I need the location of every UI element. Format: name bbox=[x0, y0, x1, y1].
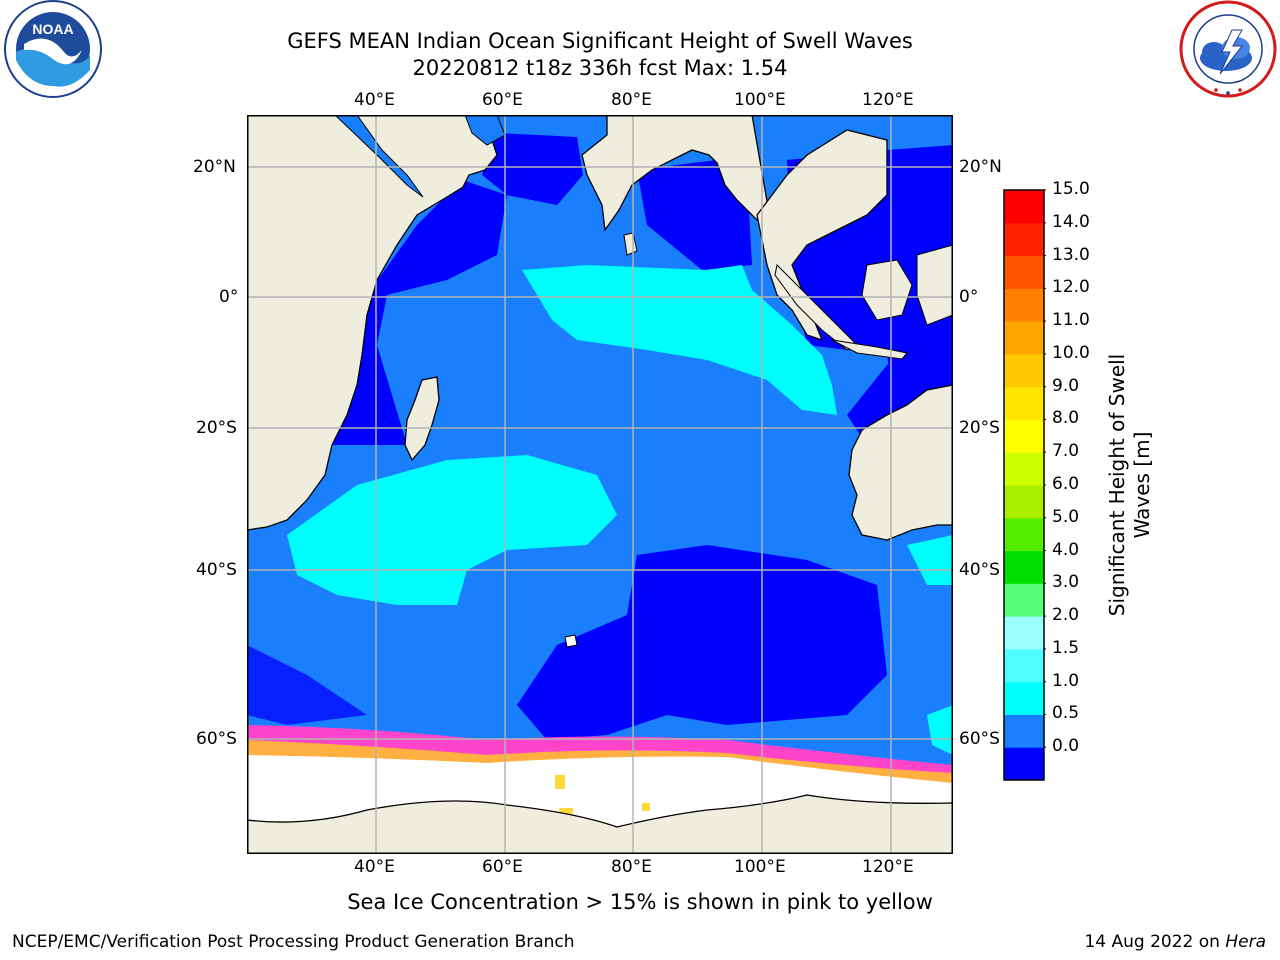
colorbar-tick-label: 5.0 bbox=[1052, 506, 1080, 527]
colorbar-tick-label: 13.0 bbox=[1052, 244, 1090, 265]
lon-tick-bottom: 120°E bbox=[862, 857, 914, 877]
colorbar-tick-label: 1.5 bbox=[1052, 637, 1080, 658]
swell-band-0-0.5-bay-of-bengal bbox=[637, 160, 752, 270]
colorbar-segment bbox=[1004, 419, 1044, 453]
indian-ocean-swell-map bbox=[247, 115, 953, 854]
land-sumatra bbox=[774, 263, 858, 351]
colorbar-tick-label: 10.0 bbox=[1052, 342, 1090, 363]
lat-tick-right: 20°S bbox=[959, 418, 1000, 438]
colorbar-segment bbox=[1004, 255, 1044, 289]
lon-tick-top: 80°E bbox=[611, 90, 652, 110]
swell-band-0-0.5-south-west bbox=[247, 645, 367, 725]
colorbar-tick-label: 4.0 bbox=[1052, 539, 1080, 560]
colorbar-tick-label: 0.0 bbox=[1052, 736, 1080, 757]
colorbar-segment bbox=[1004, 452, 1044, 486]
noaa-logo-icon: NOAA bbox=[2, 0, 105, 100]
colorbar-label: Significant Height of Swell Waves [m] bbox=[1105, 354, 1155, 616]
colorbar-tick-label: 6.0 bbox=[1052, 474, 1080, 494]
lon-tick-top: 100°E bbox=[734, 90, 786, 110]
colorbar-segment bbox=[1004, 386, 1044, 420]
land-borneo bbox=[861, 259, 913, 321]
sea-ice-fleck bbox=[642, 803, 650, 811]
colorbar-segment bbox=[1004, 616, 1044, 650]
land-antarctica bbox=[247, 794, 953, 854]
swell-band-0-0.5-southern-central bbox=[517, 545, 887, 740]
footer-date: 14 Aug 2022 on Hera bbox=[1084, 932, 1266, 952]
colorbar-tick-label: 9.0 bbox=[1052, 375, 1080, 396]
colorbar bbox=[1003, 189, 1046, 781]
colorbar-label-line2: Waves [m] bbox=[1130, 431, 1154, 539]
colorbar-segment bbox=[1004, 648, 1044, 683]
colorbar-segment bbox=[1004, 517, 1044, 552]
colorbar-segment bbox=[1004, 714, 1044, 748]
swell-band-0-0.5-arabian-sea bbox=[482, 133, 583, 205]
colorbar-segment bbox=[1004, 288, 1044, 322]
swell-band-1-1.5-southwest bbox=[287, 455, 617, 605]
land-persian-gulf-water bbox=[464, 115, 506, 146]
land-madagascar bbox=[404, 376, 440, 462]
colorbar-tick-label: 7.0 bbox=[1052, 441, 1080, 462]
lat-tick-right: 0° bbox=[959, 287, 979, 307]
national-weather-service-logo-icon bbox=[1176, 0, 1280, 100]
lon-tick-bottom: 80°E bbox=[611, 857, 652, 877]
colorbar-label-line1: Significant Height of Swell bbox=[1105, 353, 1129, 617]
footer-branch: NCEP/EMC/Verification Post Processing Pr… bbox=[12, 932, 575, 952]
chart-title-line2: 20220812 t18z 336h fcst Max: 1.54 bbox=[412, 56, 788, 80]
lat-tick-right: 60°S bbox=[959, 729, 1000, 749]
colorbar-segment bbox=[1004, 550, 1044, 584]
colorbar-tick-label: 0.5 bbox=[1052, 703, 1080, 724]
lon-tick-top: 40°E bbox=[354, 90, 395, 110]
lat-tick-left: 40°S bbox=[196, 560, 237, 580]
lon-tick-bottom: 40°E bbox=[354, 857, 395, 877]
colorbar-tick-label: 3.0 bbox=[1052, 572, 1080, 593]
colorbar-tick-label: 8.0 bbox=[1052, 408, 1080, 429]
swell-band-1-1.5-far-southeast bbox=[927, 705, 953, 755]
footer-host: Hera bbox=[1225, 932, 1266, 952]
swell-band-1-1.5-southeast bbox=[907, 535, 953, 585]
colorbar-tick-label: 14.0 bbox=[1052, 211, 1090, 232]
sea-ice-fleck bbox=[559, 808, 573, 818]
colorbar-tick-label: 15.0 bbox=[1052, 179, 1090, 199]
land-india bbox=[517, 115, 773, 232]
colorbar-segment bbox=[1004, 222, 1044, 257]
lon-tick-bottom: 100°E bbox=[734, 857, 786, 877]
land-australia bbox=[848, 384, 953, 541]
land-java bbox=[831, 339, 908, 360]
colorbar-tick-label: 11.0 bbox=[1052, 310, 1090, 331]
swell-band-0-0.5-somali-coast bbox=[327, 180, 507, 445]
land-red-sea-water bbox=[334, 115, 424, 198]
chart-title-line1: GEFS MEAN Indian Ocean Significant Heigh… bbox=[287, 29, 913, 53]
lat-tick-left: 60°S bbox=[196, 729, 237, 749]
colorbar-segment bbox=[1004, 321, 1044, 355]
colorbar-segment bbox=[1004, 747, 1044, 781]
sea-ice-fleck bbox=[555, 775, 565, 789]
colorbar-segment bbox=[1004, 583, 1044, 617]
lat-tick-left: 20°S bbox=[196, 418, 237, 438]
map-frame bbox=[247, 115, 953, 854]
lon-tick-top: 60°E bbox=[482, 90, 523, 110]
footer-date-text: 14 Aug 2022 on bbox=[1084, 932, 1220, 952]
swell-band-1-1.5-equatorial bbox=[522, 265, 837, 415]
colorbar-tick-label: 12.0 bbox=[1052, 277, 1090, 298]
sea-ice-caption: Sea Ice Concentration > 15% is shown in … bbox=[347, 890, 933, 914]
colorbar-segment bbox=[1004, 485, 1044, 519]
land-kerguelen bbox=[564, 634, 578, 648]
colorbar-segment bbox=[1004, 190, 1044, 224]
colorbar-segment bbox=[1004, 353, 1044, 388]
colorbar-tick-label: 2.0 bbox=[1052, 605, 1080, 626]
land-indonesia-east bbox=[916, 244, 953, 326]
lat-tick-right: 20°N bbox=[959, 157, 1002, 177]
lat-tick-left: 20°N bbox=[193, 157, 236, 177]
lon-tick-top: 120°E bbox=[862, 90, 914, 110]
colorbar-segment bbox=[1004, 681, 1044, 715]
lat-tick-left: 0° bbox=[219, 287, 239, 307]
colorbar-tick-label: 1.0 bbox=[1052, 670, 1080, 691]
lat-tick-right: 40°S bbox=[959, 560, 1000, 580]
noaa-logo-text: NOAA bbox=[32, 21, 73, 37]
lon-tick-bottom: 60°E bbox=[482, 857, 523, 877]
